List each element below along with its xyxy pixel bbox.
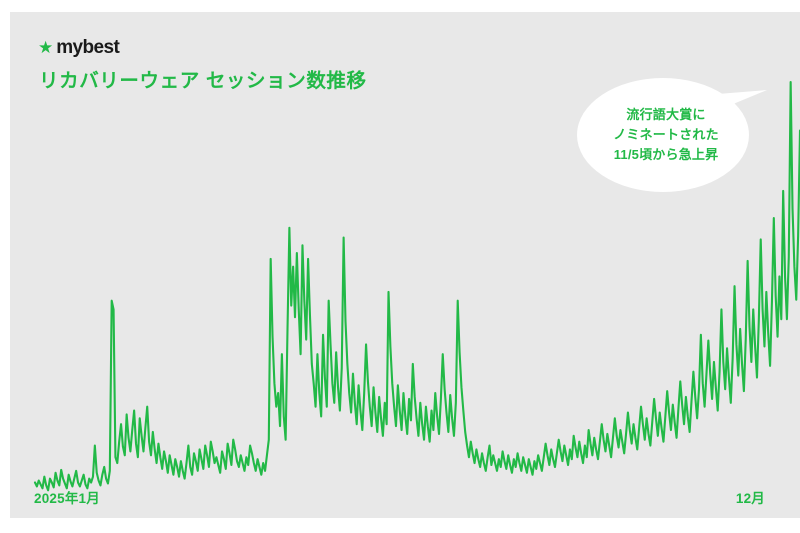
page-title: リカバリーウェア セッション数推移 bbox=[39, 70, 367, 92]
x-axis-start-label: 2025年1月 bbox=[34, 491, 100, 506]
chart-svg bbox=[33, 80, 800, 492]
chart-panel: ★ mybest リカバリーウェア セッション数推移 流行語大賞に ノミネートさ… bbox=[10, 12, 800, 518]
session-trend-line bbox=[33, 80, 800, 492]
x-axis-end-label: 12月 bbox=[735, 491, 765, 506]
brand-logo: ★ mybest bbox=[38, 36, 120, 58]
star-icon: ★ bbox=[38, 37, 54, 57]
session-trend-chart bbox=[10, 12, 800, 518]
brand-name: mybest bbox=[56, 36, 120, 58]
